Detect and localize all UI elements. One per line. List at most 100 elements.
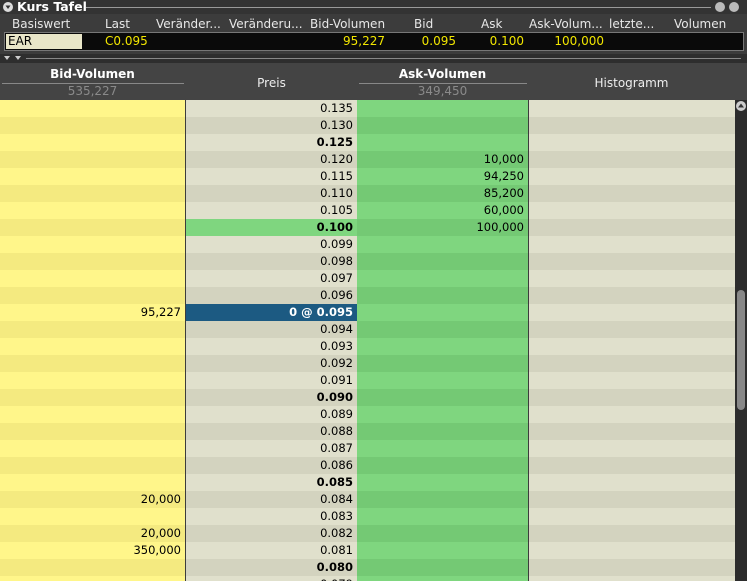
bid-volume-header[interactable]: Bid-Volumen: [50, 67, 135, 81]
bid-cell[interactable]: [0, 321, 185, 338]
bid-cell[interactable]: 20,000: [0, 525, 185, 542]
bid-cell[interactable]: 95,227: [0, 304, 185, 321]
price-cell[interactable]: 0.130: [186, 117, 357, 134]
bid-cell[interactable]: [0, 406, 185, 423]
ask-cell[interactable]: [357, 474, 528, 491]
price-cell[interactable]: 0.079: [186, 576, 357, 581]
price-cell[interactable]: 0.096: [186, 287, 357, 304]
bid-cell[interactable]: [0, 219, 185, 236]
price-cell[interactable]: 0.086: [186, 457, 357, 474]
price-cell[interactable]: 0.094: [186, 321, 357, 338]
histogram-cell[interactable]: [529, 134, 735, 151]
ask-cell[interactable]: [357, 253, 528, 270]
ask-cell[interactable]: 60,000: [357, 202, 528, 219]
bid-cell[interactable]: [0, 117, 185, 134]
ask-cell[interactable]: [357, 100, 528, 117]
bid-cell[interactable]: 350,000: [0, 542, 185, 559]
ask-cell[interactable]: [357, 576, 528, 581]
histogram-cell[interactable]: [529, 202, 735, 219]
histogram-cell[interactable]: [529, 474, 735, 491]
histogram-cell[interactable]: [529, 440, 735, 457]
price-cell[interactable]: 0.084: [186, 491, 357, 508]
price-cell[interactable]: 0.120: [186, 151, 357, 168]
ask-cell[interactable]: 100,000: [357, 219, 528, 236]
bid-cell[interactable]: [0, 202, 185, 219]
histogram-cell[interactable]: [529, 576, 735, 581]
histogram-cell[interactable]: [529, 542, 735, 559]
histogram-cell[interactable]: [529, 321, 735, 338]
ask-cell[interactable]: [357, 559, 528, 576]
ask-cell[interactable]: 94,250: [357, 168, 528, 185]
bid-cell[interactable]: [0, 100, 185, 117]
price-cell[interactable]: 0.100: [186, 219, 357, 236]
histogram-cell[interactable]: [529, 168, 735, 185]
quote-row[interactable]: [4, 32, 744, 51]
histogram-cell[interactable]: [529, 491, 735, 508]
histogram-cell[interactable]: [529, 406, 735, 423]
ask-cell[interactable]: [357, 270, 528, 287]
histogram-cell[interactable]: [529, 287, 735, 304]
symbol-cell[interactable]: [6, 34, 82, 49]
bid-cell[interactable]: [0, 168, 185, 185]
scrollbar[interactable]: [735, 100, 747, 581]
bid-cell[interactable]: [0, 389, 185, 406]
ask-cell[interactable]: [357, 338, 528, 355]
ask-cell[interactable]: [357, 423, 528, 440]
bid-cell[interactable]: [0, 559, 185, 576]
histogram-cell[interactable]: [529, 457, 735, 474]
price-cell[interactable]: 0 @ 0.095: [186, 304, 357, 321]
ask-volume-header[interactable]: Ask-Volumen: [398, 67, 487, 81]
price-cell[interactable]: 0.110: [186, 185, 357, 202]
histogram-header[interactable]: Histogramm: [594, 76, 669, 90]
price-cell[interactable]: 0.085: [186, 474, 357, 491]
price-cell[interactable]: 0.125: [186, 134, 357, 151]
ask-cell[interactable]: 85,200: [357, 185, 528, 202]
price-cell[interactable]: 0.088: [186, 423, 357, 440]
bid-cell[interactable]: [0, 508, 185, 525]
ask-cell[interactable]: [357, 457, 528, 474]
ask-cell[interactable]: [357, 491, 528, 508]
bid-cell[interactable]: [0, 457, 185, 474]
histogram-cell[interactable]: [529, 423, 735, 440]
price-header[interactable]: Preis: [257, 76, 286, 90]
bid-cell[interactable]: [0, 576, 185, 581]
bid-cell[interactable]: [0, 236, 185, 253]
ask-cell[interactable]: 10,000: [357, 151, 528, 168]
bid-cell[interactable]: [0, 423, 185, 440]
ask-cell[interactable]: [357, 372, 528, 389]
ask-cell[interactable]: [357, 542, 528, 559]
ask-cell[interactable]: [357, 406, 528, 423]
ask-cell[interactable]: [357, 355, 528, 372]
histogram-cell[interactable]: [529, 508, 735, 525]
price-cell[interactable]: 0.082: [186, 525, 357, 542]
histogram-cell[interactable]: [529, 372, 735, 389]
price-cell[interactable]: 0.092: [186, 355, 357, 372]
bid-cell[interactable]: [0, 287, 185, 304]
price-cell[interactable]: 0.115: [186, 168, 357, 185]
bid-cell[interactable]: [0, 151, 185, 168]
price-cell[interactable]: 0.081: [186, 542, 357, 559]
ask-cell[interactable]: [357, 236, 528, 253]
bid-cell[interactable]: [0, 270, 185, 287]
histogram-cell[interactable]: [529, 270, 735, 287]
bid-cell[interactable]: [0, 355, 185, 372]
histogram-cell[interactable]: [529, 559, 735, 576]
price-cell[interactable]: 0.089: [186, 406, 357, 423]
ask-cell[interactable]: [357, 134, 528, 151]
price-cell[interactable]: 0.090: [186, 389, 357, 406]
price-cell[interactable]: 0.091: [186, 372, 357, 389]
panel-icons[interactable]: [714, 1, 742, 13]
bid-cell[interactable]: [0, 372, 185, 389]
histogram-cell[interactable]: [529, 253, 735, 270]
histogram-cell[interactable]: [529, 117, 735, 134]
price-cell[interactable]: 0.135: [186, 100, 357, 117]
histogram-cell[interactable]: [529, 338, 735, 355]
bid-cell[interactable]: [0, 253, 185, 270]
price-cell[interactable]: 0.080: [186, 559, 357, 576]
price-cell[interactable]: 0.098: [186, 253, 357, 270]
histogram-cell[interactable]: [529, 236, 735, 253]
bid-cell[interactable]: 20,000: [0, 491, 185, 508]
bid-cell[interactable]: [0, 338, 185, 355]
price-cell[interactable]: 0.083: [186, 508, 357, 525]
price-cell[interactable]: 0.093: [186, 338, 357, 355]
